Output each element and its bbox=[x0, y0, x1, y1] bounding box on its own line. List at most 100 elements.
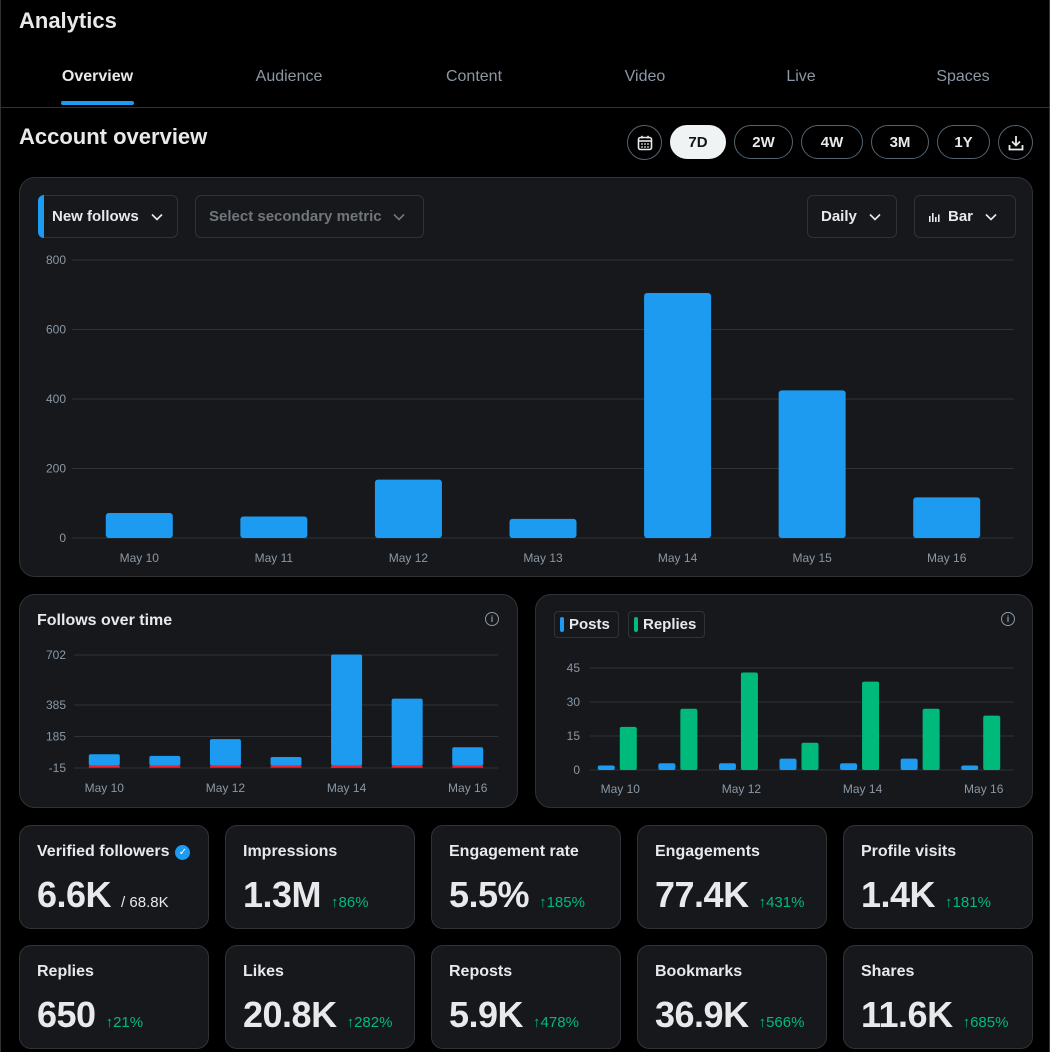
posts-bar bbox=[658, 763, 676, 770]
legend-posts-label: Posts bbox=[569, 616, 610, 633]
metric-label: Shares bbox=[861, 963, 915, 980]
arrow-up-icon: ↑ bbox=[533, 1014, 541, 1031]
bar bbox=[509, 518, 577, 538]
metric-card-verified-followers[interactable]: Verified followers ✓ 6.6K / 68.8K bbox=[19, 825, 209, 929]
arrow-up-icon: ↑ bbox=[331, 894, 339, 911]
granularity-select[interactable]: Daily bbox=[807, 195, 897, 238]
chevron-down-icon bbox=[151, 213, 163, 221]
replies-bar bbox=[619, 726, 637, 770]
secondary-metric-select[interactable]: Select secondary metric bbox=[195, 195, 424, 238]
metric-value: 650 bbox=[37, 994, 96, 1035]
legend-posts[interactable]: Posts bbox=[554, 611, 619, 638]
primary-metric-select[interactable]: New follows bbox=[38, 195, 178, 238]
metric-value: 20.8K bbox=[243, 994, 337, 1035]
unfollow-bar bbox=[452, 765, 484, 768]
range-4w-button[interactable]: 4W bbox=[801, 125, 863, 159]
download-button[interactable] bbox=[998, 125, 1033, 160]
follow-bar bbox=[88, 754, 120, 766]
metric-label: Bookmarks bbox=[655, 963, 743, 980]
x-tick-label: May 12 bbox=[206, 781, 246, 795]
y-tick-label: 385 bbox=[46, 698, 66, 712]
metric-card-bookmarks[interactable]: Bookmarks 36.9K ↑566% bbox=[637, 945, 827, 1049]
metric-label: Reposts bbox=[449, 963, 513, 980]
arrow-up-icon: ↑ bbox=[962, 1014, 971, 1031]
calendar-icon bbox=[637, 135, 652, 150]
metric-value-row: 36.9K ↑566% bbox=[655, 994, 804, 1036]
metric-card-reposts[interactable]: Reposts 5.9K ↑478% bbox=[431, 945, 621, 1049]
metric-value: 36.9K bbox=[655, 994, 749, 1035]
active-tab-indicator bbox=[61, 101, 134, 105]
y-tick-label: 15 bbox=[567, 729, 581, 743]
x-tick-label: May 12 bbox=[389, 551, 429, 565]
posts-bar bbox=[961, 765, 979, 770]
x-tick-label: May 16 bbox=[448, 781, 488, 795]
metric-value: 5.9K bbox=[449, 994, 524, 1035]
metric-delta: ↑86% bbox=[331, 894, 369, 911]
main-chart-card: New follows Select secondary metric Dail… bbox=[19, 177, 1033, 577]
x-tick-label: May 10 bbox=[120, 551, 160, 565]
calendar-button[interactable] bbox=[627, 125, 662, 160]
tab-content[interactable]: Content bbox=[445, 68, 503, 85]
x-tick-label: May 14 bbox=[843, 782, 883, 796]
tab-overview[interactable]: Overview bbox=[61, 68, 134, 85]
replies-legend-swatch bbox=[634, 617, 638, 632]
metric-value-row: 20.8K ↑282% bbox=[243, 994, 392, 1036]
y-tick-label: -15 bbox=[49, 761, 67, 775]
metric-card-replies[interactable]: Replies 650 ↑21% bbox=[19, 945, 209, 1049]
x-tick-label: May 12 bbox=[722, 782, 762, 796]
arrow-up-icon: ↑ bbox=[758, 894, 767, 911]
posts-bar bbox=[779, 758, 797, 770]
section-title: Account overview bbox=[19, 124, 208, 149]
metric-value: 11.6K bbox=[861, 994, 953, 1035]
range-7d-button[interactable]: 7D bbox=[670, 125, 726, 159]
info-icon[interactable]: i bbox=[485, 612, 499, 626]
unfollow-bar bbox=[270, 765, 302, 768]
metric-label: Replies bbox=[37, 963, 94, 980]
chart-style-select[interactable]: Bar bbox=[914, 195, 1016, 238]
tab-video[interactable]: Video bbox=[624, 68, 666, 85]
metric-value: 6.6K bbox=[37, 874, 112, 915]
metric-value: 1.3M bbox=[243, 874, 322, 915]
replies-bar bbox=[862, 681, 880, 770]
follow-bar bbox=[331, 654, 363, 766]
metric-card-likes[interactable]: Likes 20.8K ↑282% bbox=[225, 945, 415, 1049]
arrow-up-icon: ↑ bbox=[539, 894, 547, 911]
legend-replies[interactable]: Replies bbox=[628, 611, 706, 638]
metric-card-shares[interactable]: Shares 11.6K ↑685% bbox=[843, 945, 1033, 1049]
tab-spaces[interactable]: Spaces bbox=[936, 68, 990, 85]
metric-value-row: 6.6K / 68.8K bbox=[37, 874, 169, 916]
bar bbox=[374, 479, 442, 538]
metric-delta: ↑431% bbox=[759, 894, 805, 911]
x-tick-label: May 11 bbox=[255, 551, 294, 565]
range-3m-button[interactable]: 3M bbox=[871, 125, 929, 159]
metric-value-row: 77.4K ↑431% bbox=[655, 874, 804, 916]
range-1y-button[interactable]: 1Y bbox=[937, 125, 990, 159]
tab-audience[interactable]: Audience bbox=[255, 68, 323, 85]
metric-card-profile-visits[interactable]: Profile visits 1.4K ↑181% bbox=[843, 825, 1033, 929]
chevron-down-icon bbox=[869, 213, 881, 221]
replies-bar bbox=[680, 708, 698, 770]
metric-label: Impressions bbox=[243, 843, 338, 860]
arrow-up-icon: ↑ bbox=[945, 894, 953, 911]
bar bbox=[240, 516, 308, 538]
x-tick-label: May 16 bbox=[927, 551, 967, 565]
y-tick-label: 45 bbox=[567, 661, 581, 675]
posts-bar bbox=[718, 763, 736, 770]
metric-card-engagements[interactable]: Engagements 77.4K ↑431% bbox=[637, 825, 827, 929]
chevron-down-icon bbox=[985, 213, 997, 221]
replies-bar bbox=[801, 742, 819, 770]
follow-bar bbox=[270, 756, 302, 766]
posts-bar bbox=[840, 763, 858, 770]
y-tick-label: 800 bbox=[46, 253, 66, 267]
metric-delta: ↑685% bbox=[963, 1014, 1009, 1031]
page-title: Analytics bbox=[19, 8, 117, 33]
metric-value-row: 5.9K ↑478% bbox=[449, 994, 579, 1036]
replies-bar bbox=[983, 715, 1001, 770]
metric-card-engagement-rate[interactable]: Engagement rate 5.5% ↑185% bbox=[431, 825, 621, 929]
bar bbox=[778, 390, 846, 538]
metric-delta: ↑181% bbox=[945, 894, 991, 911]
info-icon[interactable]: i bbox=[1001, 612, 1015, 626]
metric-card-impressions[interactable]: Impressions 1.3M ↑86% bbox=[225, 825, 415, 929]
tab-live[interactable]: Live bbox=[786, 68, 816, 85]
range-2w-button[interactable]: 2W bbox=[734, 125, 793, 159]
